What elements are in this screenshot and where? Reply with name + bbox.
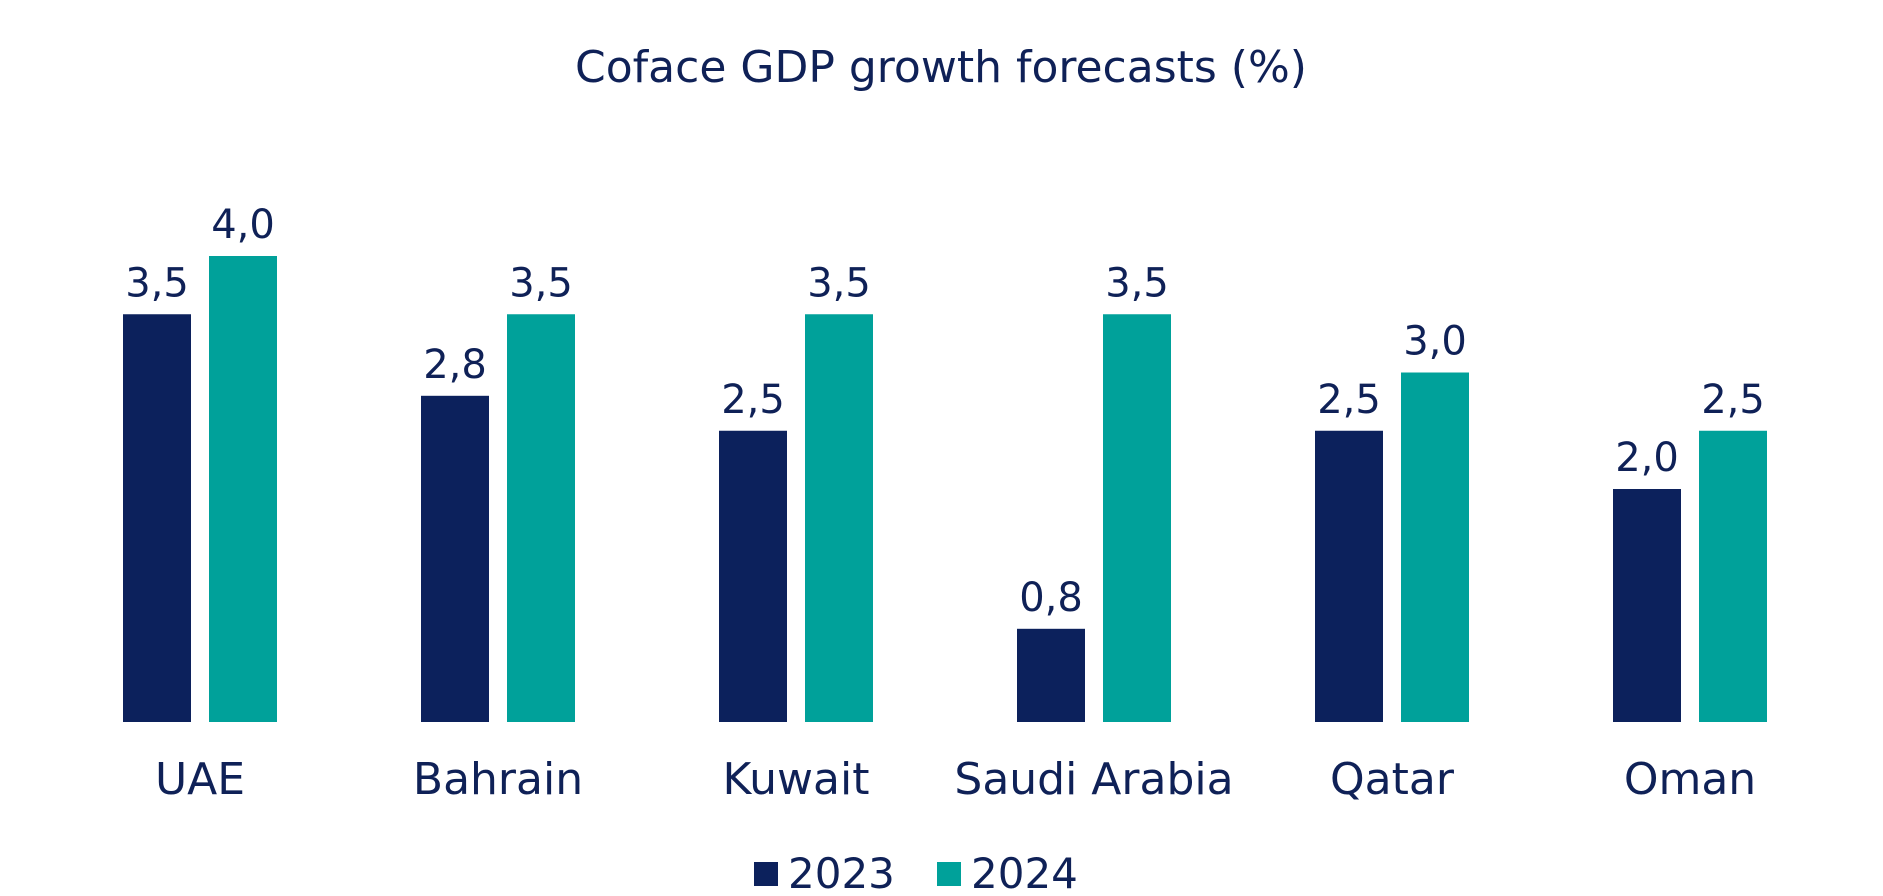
bar-oman-2024 (1699, 430, 1767, 722)
value-label-oman-2023: 2,0 (1615, 435, 1679, 481)
bar-bahrain-2024 (507, 314, 575, 722)
category-label-qatar: Qatar (1330, 754, 1455, 805)
value-label-bahrain-2024: 3,5 (509, 260, 573, 306)
bar-oman-2023 (1613, 489, 1681, 722)
bar-uae-2024 (209, 256, 277, 722)
legend-label-2024: 2024 (971, 849, 1078, 896)
value-label-uae-2023: 3,5 (125, 260, 189, 306)
value-label-kuwait-2024: 3,5 (807, 260, 871, 306)
value-label-saudi-arabia-2024: 3,5 (1105, 260, 1169, 306)
legend-label-2023: 2023 (788, 849, 895, 896)
legend-swatch-2024 (937, 862, 961, 886)
bars-layer (123, 256, 1767, 722)
value-label-oman-2024: 2,5 (1701, 377, 1765, 423)
chart-title: Coface GDP growth forecasts (%) (575, 42, 1307, 93)
bar-kuwait-2024 (805, 314, 873, 722)
value-label-bahrain-2023: 2,8 (423, 342, 487, 388)
category-label-bahrain: Bahrain (413, 754, 583, 805)
bar-qatar-2023 (1315, 430, 1383, 722)
legend-swatch-2023 (754, 862, 778, 886)
bar-qatar-2024 (1401, 372, 1469, 722)
bar-saudi-arabia-2024 (1103, 314, 1171, 722)
value-label-qatar-2023: 2,5 (1317, 377, 1381, 423)
value-label-qatar-2024: 3,0 (1403, 319, 1467, 365)
value-labels-layer: 3,5 4,0 2,8 3,5 2,5 3,5 0,8 3,5 2,5 3,0 2,0 2,5 (125, 202, 1765, 621)
category-label-uae: UAE (155, 754, 245, 805)
category-labels-layer: UAE Bahrain Kuwait Saudi Arabia Qatar Oman (155, 754, 1756, 805)
value-label-uae-2024: 4,0 (211, 202, 275, 248)
legend: 2023 2024 (754, 849, 1078, 896)
bar-bahrain-2023 (421, 395, 489, 722)
value-label-kuwait-2023: 2,5 (721, 377, 785, 423)
value-label-saudi-arabia-2023: 0,8 (1019, 575, 1083, 621)
bar-uae-2023 (123, 314, 191, 722)
category-label-oman: Oman (1624, 754, 1756, 805)
category-label-saudi-arabia: Saudi Arabia (954, 754, 1233, 805)
bar-kuwait-2023 (719, 430, 787, 722)
category-label-kuwait: Kuwait (723, 754, 870, 805)
bar-saudi-arabia-2023 (1017, 628, 1085, 722)
